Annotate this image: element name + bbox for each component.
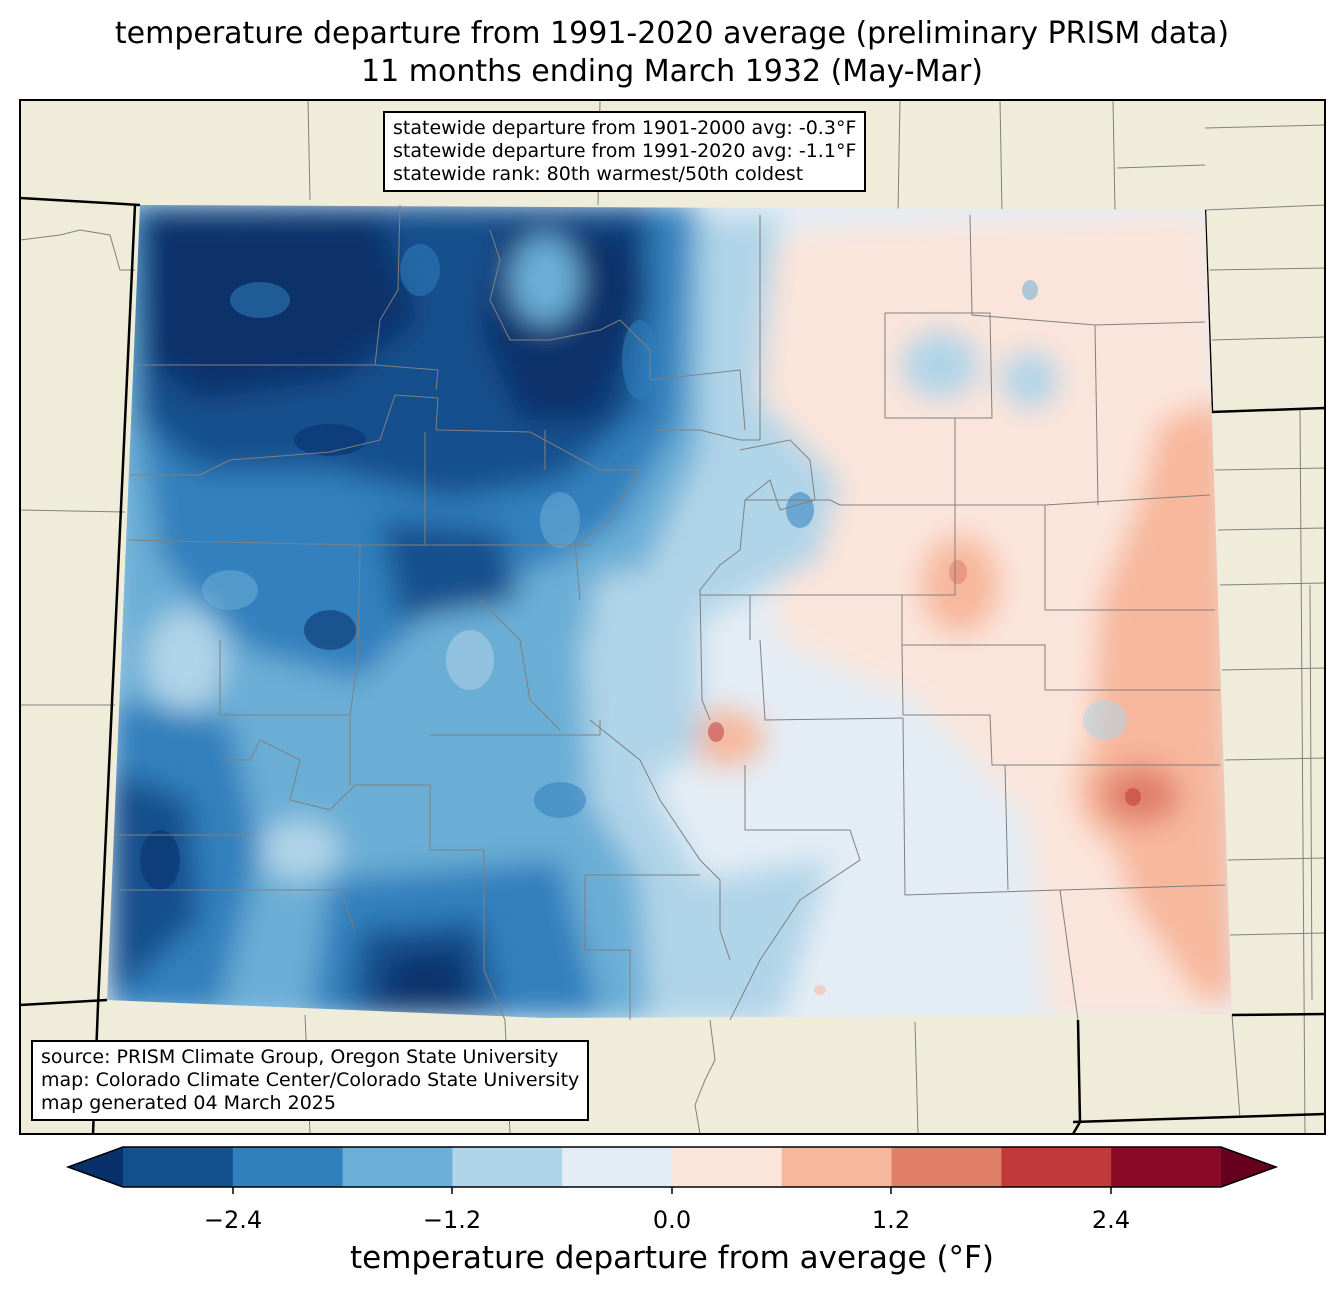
colorbar-segment <box>342 1147 453 1187</box>
colorbar-segment <box>123 1147 234 1187</box>
stat-departure-1991-2020: statewide departure from 1991-2020 avg: … <box>393 140 857 162</box>
colorbar-segment <box>562 1147 673 1187</box>
colorbar-tick-label: −2.4 <box>203 1206 263 1234</box>
colorbar-segment <box>1111 1147 1222 1187</box>
colorbar-tick-label: 2.4 <box>1091 1206 1131 1234</box>
colorbar-segment <box>891 1147 1002 1187</box>
county-lines <box>115 204 1226 1021</box>
colorbar <box>68 1147 1276 1187</box>
colorbar-extend-low <box>68 1147 123 1187</box>
colorbar-segment <box>672 1147 783 1187</box>
map-subtitle: 11 months ending March 1932 (May-Mar) <box>361 54 983 89</box>
colorbar-outline <box>65 1146 1279 1188</box>
colorbar-segment <box>232 1147 344 1187</box>
stat-departure-1901-2000: statewide departure from 1901-2000 avg: … <box>393 117 857 139</box>
stat-rank: statewide rank: 80th warmest/50th coldes… <box>393 163 804 185</box>
colorbar-extend-high <box>1221 1147 1276 1187</box>
map-credit-line: map: Colorado Climate Center/Colorado St… <box>41 1069 580 1091</box>
colorbar-tick-label: 0.0 <box>652 1206 692 1234</box>
neighbor-county-lines <box>20 100 1325 1134</box>
map-title: temperature departure from 1991-2020 ave… <box>114 16 1230 51</box>
colorbar-ticks <box>232 1187 1112 1194</box>
map-frame <box>19 99 1326 1135</box>
colorbar-segment <box>452 1147 563 1187</box>
source-box: source: PRISM Climate Group, Oregon Stat… <box>31 1040 590 1121</box>
source-line: source: PRISM Climate Group, Oregon Stat… <box>41 1046 559 1068</box>
generated-date-line: map generated 04 March 2025 <box>41 1092 336 1114</box>
statewide-stats-box: statewide departure from 1901-2000 avg: … <box>383 111 867 192</box>
colorbar-tick-label: 1.2 <box>871 1206 911 1234</box>
colorbar-segment <box>1001 1147 1112 1187</box>
colorbar-segment <box>781 1147 893 1187</box>
colorbar-label: temperature departure from average (°F) <box>350 1240 994 1276</box>
temperature-field <box>107 205 1232 1018</box>
colorbar-tick-label: −1.2 <box>422 1206 482 1234</box>
field-texture <box>140 244 1141 995</box>
